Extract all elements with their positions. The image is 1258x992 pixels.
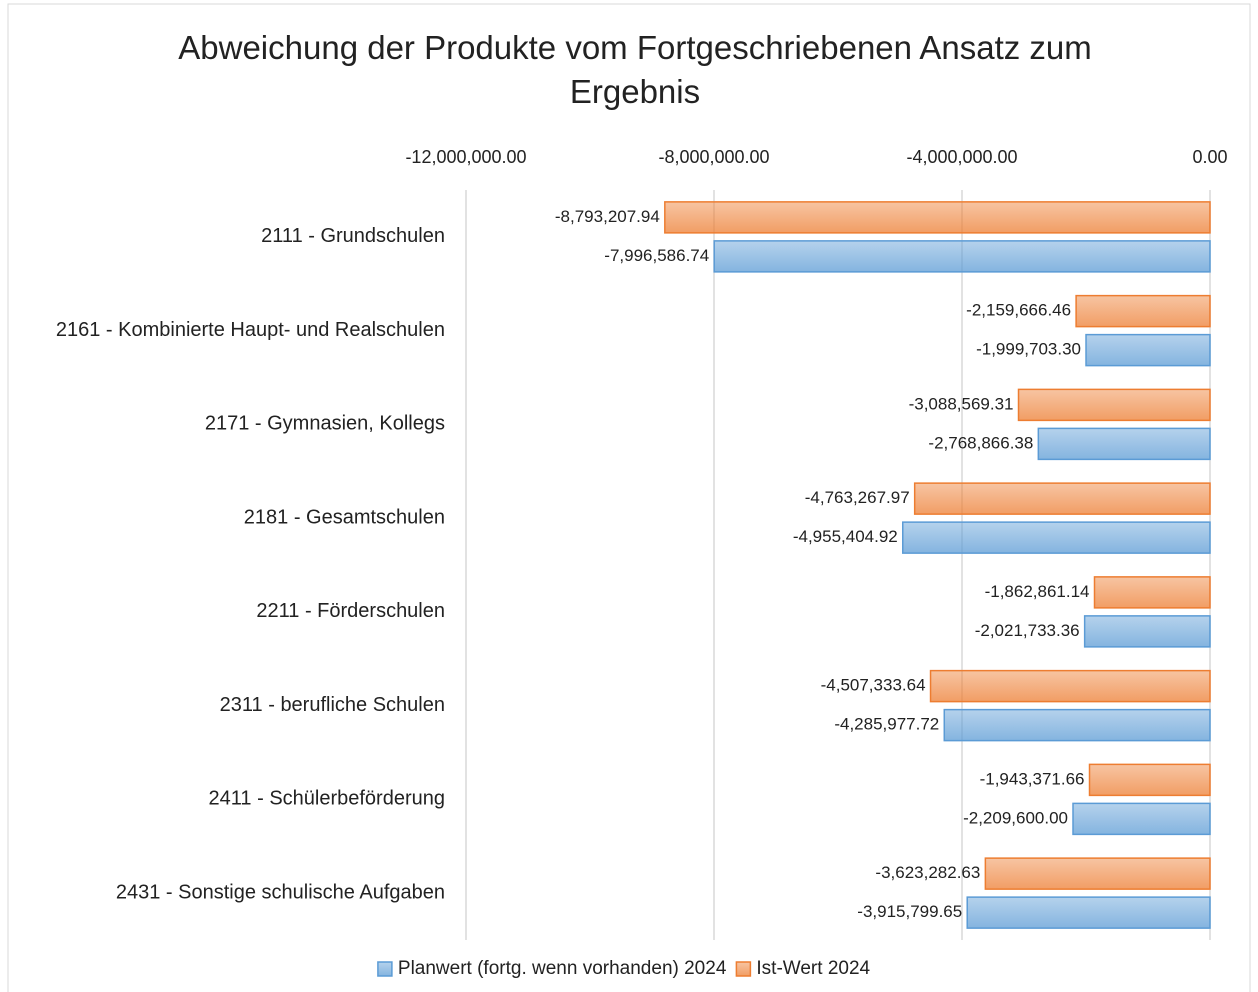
bar [984, 857, 1211, 890]
data-label: -3,088,569.31 [909, 394, 1014, 413]
bar [664, 201, 1211, 234]
legend-swatch [377, 961, 393, 977]
legend-label: Planwert (fortg. wenn vorhanden) 2024 [398, 958, 727, 979]
bar [713, 240, 1211, 273]
data-label: -2,768,866.38 [928, 433, 1033, 452]
bar [1088, 763, 1211, 797]
bar [1017, 388, 1211, 422]
data-label: -4,285,977.72 [834, 715, 939, 734]
y-tick-label: 2311 - berufliche Schulen [220, 694, 445, 716]
y-tick-label: 2431 - Sonstige schulische Aufgaben [116, 881, 445, 903]
x-tick-label: -12,000,000.00 [405, 147, 526, 167]
data-label: -1,999,703.30 [976, 340, 1081, 359]
bar [902, 521, 1211, 554]
data-label: -4,763,267.97 [805, 488, 910, 507]
y-tick-label: 2211 - Förderschulen [256, 600, 445, 622]
x-tick-label: 0.00 [1192, 147, 1227, 167]
bar [913, 482, 1211, 515]
y-tick-label: 2181 - Gesamtschulen [244, 506, 445, 528]
bar [1037, 427, 1211, 461]
data-label: -4,507,333.64 [821, 676, 926, 695]
data-label: -3,915,799.65 [857, 902, 962, 921]
data-label: -1,862,861.14 [985, 582, 1090, 601]
y-tick-label: 2171 - Gymnasien, Kollegs [205, 413, 445, 435]
y-tick-label: 2111 - Grundschulen [261, 225, 445, 247]
data-label: -1,943,371.66 [980, 769, 1085, 788]
bar [1085, 333, 1211, 367]
bar [1093, 576, 1211, 609]
y-tick-label: 2161 - Kombinierte Haupt- und Realschule… [56, 319, 445, 341]
data-label: -4,955,404.92 [793, 527, 898, 546]
x-tick-label: -8,000,000.00 [658, 147, 769, 167]
legend-label: Ist-Wert 2024 [756, 958, 870, 979]
bar [1075, 294, 1211, 328]
data-label: -3,623,282.63 [875, 863, 980, 882]
bar [943, 708, 1211, 742]
chart-title: Abweichung der Produkte vom Fortgeschrie… [178, 29, 1092, 110]
x-tick-label: -4,000,000.00 [906, 147, 1017, 167]
data-label: -8,793,207.94 [555, 207, 660, 226]
bar [966, 896, 1211, 929]
data-label: -7,996,586.74 [604, 246, 709, 265]
data-label: -2,159,666.46 [966, 301, 1071, 320]
bar [1083, 615, 1211, 648]
bar [1072, 802, 1211, 836]
legend-swatch [735, 961, 752, 977]
data-label: -2,021,733.36 [975, 621, 1080, 640]
y-tick-label: 2411 - Schülerbeförderung [209, 788, 445, 810]
data-label: -2,209,600.00 [963, 808, 1068, 827]
bar [929, 669, 1211, 703]
